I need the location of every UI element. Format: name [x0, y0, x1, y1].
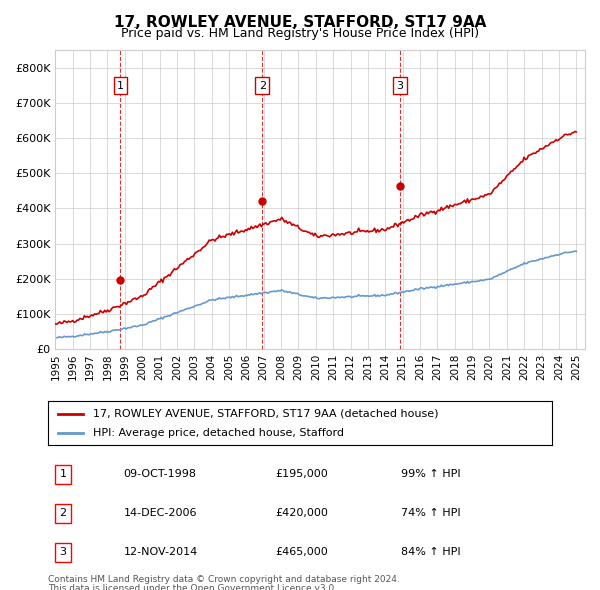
Text: HPI: Average price, detached house, Stafford: HPI: Average price, detached house, Staf…: [94, 428, 344, 438]
Text: 3: 3: [396, 80, 403, 90]
Point: [116, 276, 125, 285]
Point: [257, 196, 267, 206]
Text: 3: 3: [59, 548, 67, 557]
Text: This data is licensed under the Open Government Licence v3.0.: This data is licensed under the Open Gov…: [48, 584, 337, 590]
Text: 2: 2: [259, 80, 266, 90]
Text: Contains HM Land Registry data © Crown copyright and database right 2024.: Contains HM Land Registry data © Crown c…: [48, 575, 400, 584]
Text: £465,000: £465,000: [275, 548, 328, 557]
Text: 09-OCT-1998: 09-OCT-1998: [124, 470, 197, 479]
Text: 17, ROWLEY AVENUE, STAFFORD, ST17 9AA: 17, ROWLEY AVENUE, STAFFORD, ST17 9AA: [114, 15, 486, 30]
Text: 12-NOV-2014: 12-NOV-2014: [124, 548, 198, 557]
Text: 17, ROWLEY AVENUE, STAFFORD, ST17 9AA (detached house): 17, ROWLEY AVENUE, STAFFORD, ST17 9AA (d…: [94, 409, 439, 418]
Text: 1: 1: [117, 80, 124, 90]
Text: 14-DEC-2006: 14-DEC-2006: [124, 509, 197, 518]
Text: 99% ↑ HPI: 99% ↑ HPI: [401, 470, 460, 479]
Text: 84% ↑ HPI: 84% ↑ HPI: [401, 548, 460, 557]
Text: 1: 1: [59, 470, 67, 479]
Text: £420,000: £420,000: [275, 509, 328, 518]
Text: 74% ↑ HPI: 74% ↑ HPI: [401, 509, 460, 518]
Text: 2: 2: [59, 509, 67, 518]
Point: [395, 181, 404, 191]
Text: £195,000: £195,000: [275, 470, 328, 479]
Text: Price paid vs. HM Land Registry's House Price Index (HPI): Price paid vs. HM Land Registry's House …: [121, 27, 479, 40]
